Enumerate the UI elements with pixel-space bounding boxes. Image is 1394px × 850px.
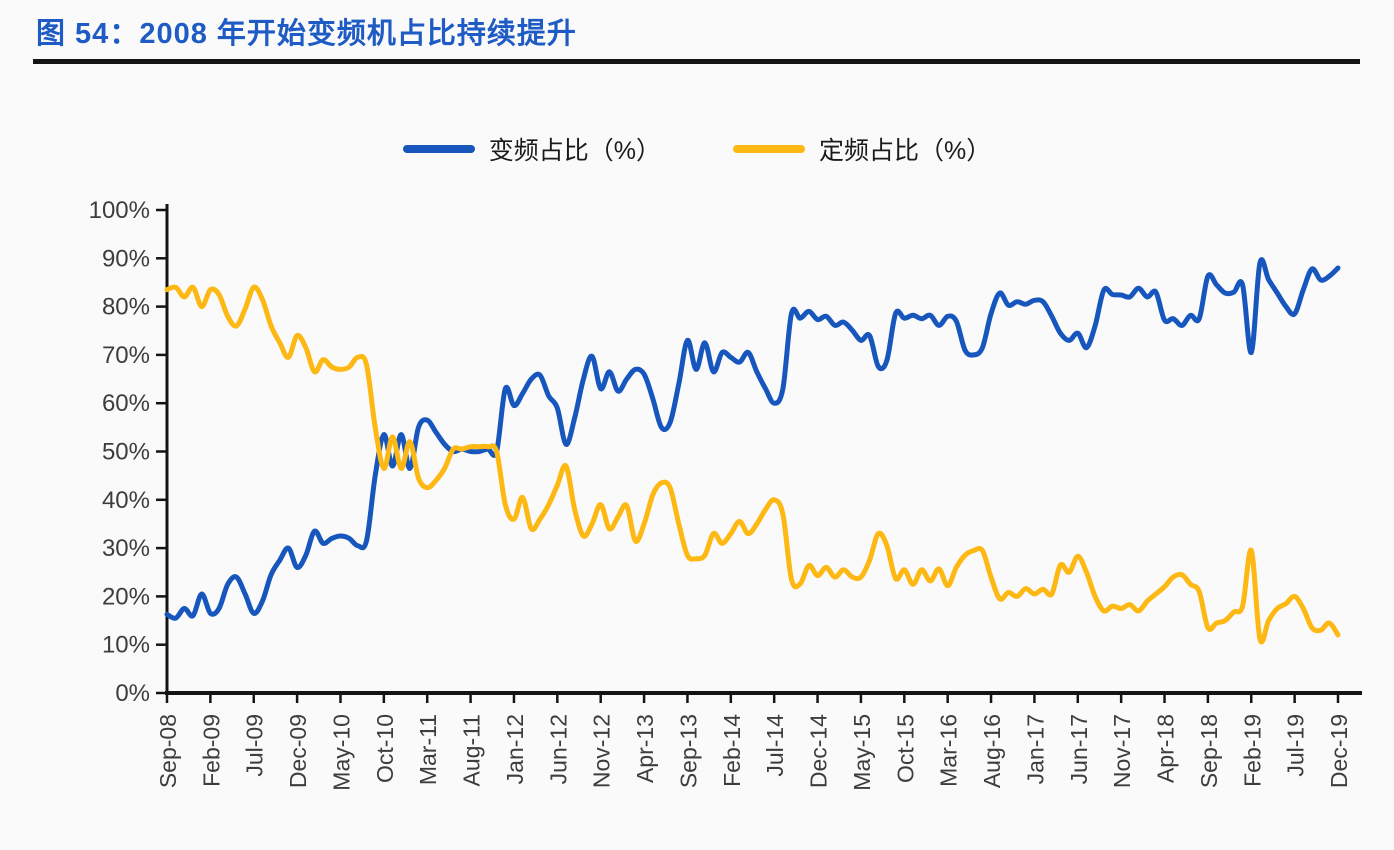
x-axis-tick-label: Sep-13 <box>675 714 701 788</box>
y-axis-tick-label: 90% <box>102 245 150 272</box>
y-axis-tick-label: 20% <box>102 583 150 610</box>
y-axis-tick-label: 60% <box>102 390 150 417</box>
inverter-series-swatch-line <box>402 145 475 153</box>
x-axis-tick-label: Sep-08 <box>155 714 181 788</box>
x-axis-tick-label: Jul-14 <box>762 714 788 777</box>
x-axis-tick-label: May-10 <box>328 714 354 791</box>
x-axis-tick-label: Aug-16 <box>979 714 1005 788</box>
x-axis-tick-label: Aug-11 <box>459 714 485 786</box>
figure-title: 图 54：2008 年开始变频机占比持续提升 <box>36 18 577 50</box>
x-axis-tick-label: May-15 <box>849 714 875 791</box>
y-axis-tick-label: 100% <box>89 197 150 224</box>
x-axis-tick-label: Jun-17 <box>1066 714 1092 784</box>
y-axis-tick-label: 70% <box>102 342 150 369</box>
x-axis-tick-label: Feb-19 <box>1239 714 1265 787</box>
x-axis-tick-label: Jul-09 <box>242 714 268 777</box>
x-axis-tick-label: Jul-19 <box>1283 714 1309 777</box>
fixed-share-line <box>164 284 1341 645</box>
y-axis-tick-label: 50% <box>102 439 150 466</box>
x-axis-tick-label: Mar-11 <box>415 714 441 785</box>
y-axis-tick-label: 40% <box>102 487 150 514</box>
x-axis-tick-label: Dec-19 <box>1326 714 1352 788</box>
x-axis-tick-label: Mar-16 <box>936 714 962 787</box>
legend-item-inverter-share: 变频占比（%） <box>402 131 661 167</box>
x-axis-tick-label: Sep-18 <box>1196 714 1222 788</box>
x-axis-tick-label: Apr-18 <box>1153 714 1179 783</box>
x-axis-tick-label: Jun-12 <box>545 714 571 784</box>
y-axis-tick-label: 10% <box>102 632 150 659</box>
title-underline-rule <box>33 59 1360 64</box>
x-axis-tick-label: Apr-13 <box>632 714 658 783</box>
legend-item-fixed-share: 定频占比（%） <box>733 131 991 167</box>
x-axis-tick-label: Oct-10 <box>372 714 398 783</box>
y-axis-tick-label: 30% <box>102 535 150 562</box>
x-axis-tick-label: Feb-09 <box>198 714 224 787</box>
inverter-share-line <box>164 257 1341 621</box>
x-axis-tick-label: Oct-15 <box>892 714 918 783</box>
x-axis-tick-label: Nov-17 <box>1109 714 1135 788</box>
fixed-series-swatch-line <box>733 145 805 153</box>
x-axis-tick-label: Jan-12 <box>502 714 528 784</box>
x-axis-tick-label: Feb-14 <box>719 714 745 787</box>
inverter-series-label: 变频占比（%） <box>488 137 661 165</box>
chart-legend: 变频占比（%） 定频占比（%） <box>0 131 1394 167</box>
fixed-series-label: 定频占比（%） <box>819 137 992 165</box>
x-axis-tick-label: Jan-17 <box>1022 714 1048 784</box>
x-axis-tick-label: Nov-12 <box>589 714 615 788</box>
y-axis-tick-label: 80% <box>102 294 150 321</box>
x-axis-tick-label: Dec-14 <box>806 714 832 788</box>
x-axis-tick-label: Dec-09 <box>285 714 311 788</box>
y-axis-tick-label: 0% <box>115 680 150 707</box>
